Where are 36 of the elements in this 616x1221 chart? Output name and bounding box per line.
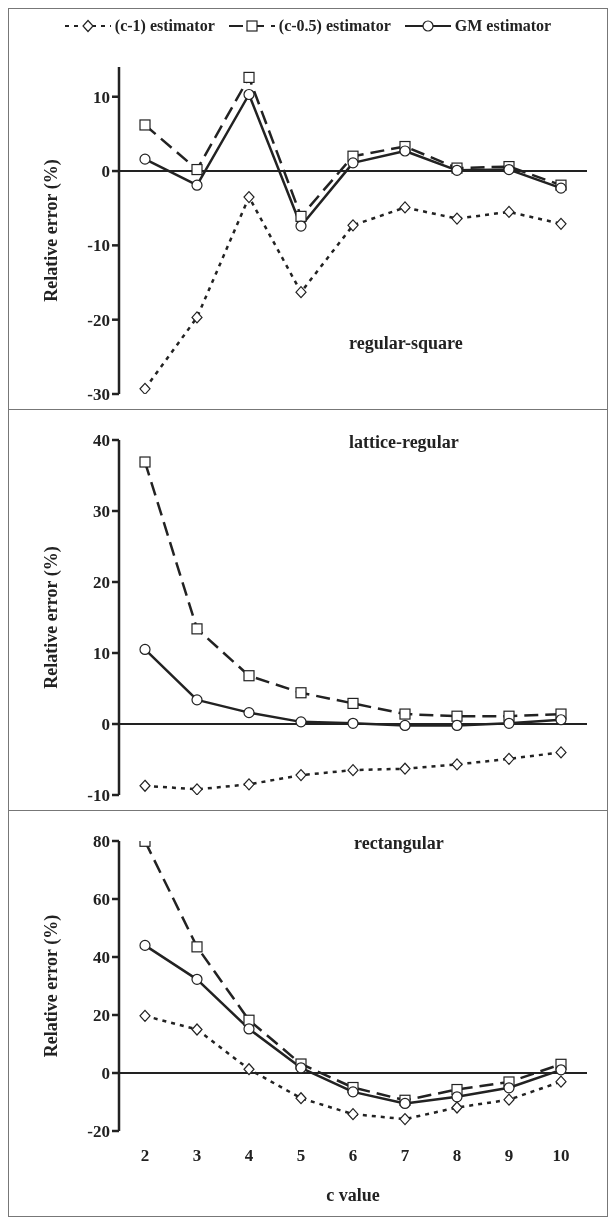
- y-tick-label: 0: [101, 1064, 110, 1084]
- x-tick-label: 3: [192, 1146, 202, 1166]
- y-tick-label: 60: [93, 890, 110, 910]
- y-axis-title: Relative error (%): [41, 546, 63, 689]
- y-axis-title: Relative error (%): [41, 159, 63, 302]
- annotation: lattice-regular: [349, 432, 459, 453]
- annotation: rectangular: [354, 833, 444, 854]
- x-tick-label: 10: [552, 1146, 570, 1166]
- y-tick-label: 40: [93, 431, 110, 451]
- x-tick-label: 9: [504, 1146, 514, 1166]
- y-tick-label: 80: [93, 832, 110, 852]
- legend-label: (c-1) estimator: [114, 17, 215, 35]
- y-tick-label: -30: [87, 385, 110, 405]
- legend-label: (c-0.5) estimator: [278, 17, 391, 35]
- y-tick-label: -20: [87, 310, 110, 330]
- x-tick-label: 2: [140, 1146, 150, 1166]
- y-tick-label: 0: [101, 162, 110, 182]
- y-tick-label: 30: [93, 502, 110, 522]
- x-axis-title: c value: [326, 1185, 380, 1205]
- x-tick-label: 8: [452, 1146, 462, 1166]
- x-tick-label: 7: [400, 1146, 410, 1166]
- y-tick-label: 20: [93, 1006, 110, 1026]
- y-axis-title: Relative error (%): [41, 914, 63, 1058]
- y-tick-label: 40: [93, 948, 110, 968]
- y-tick-label: -10: [87, 786, 110, 806]
- x-tick-label: 4: [244, 1146, 254, 1166]
- y-tick-label: -10: [87, 236, 110, 256]
- y-tick-label: 10: [93, 87, 110, 107]
- legend-label: GM estimator: [454, 17, 552, 35]
- x-tick-label: 5: [296, 1146, 306, 1166]
- y-tick-label: 20: [93, 573, 110, 593]
- y-tick-label: -20: [87, 1122, 110, 1142]
- annotation: regular-square: [349, 333, 463, 354]
- y-tick-label: 10: [93, 644, 110, 664]
- x-tick-label: 6: [348, 1146, 358, 1166]
- y-tick-label: 0: [101, 715, 110, 735]
